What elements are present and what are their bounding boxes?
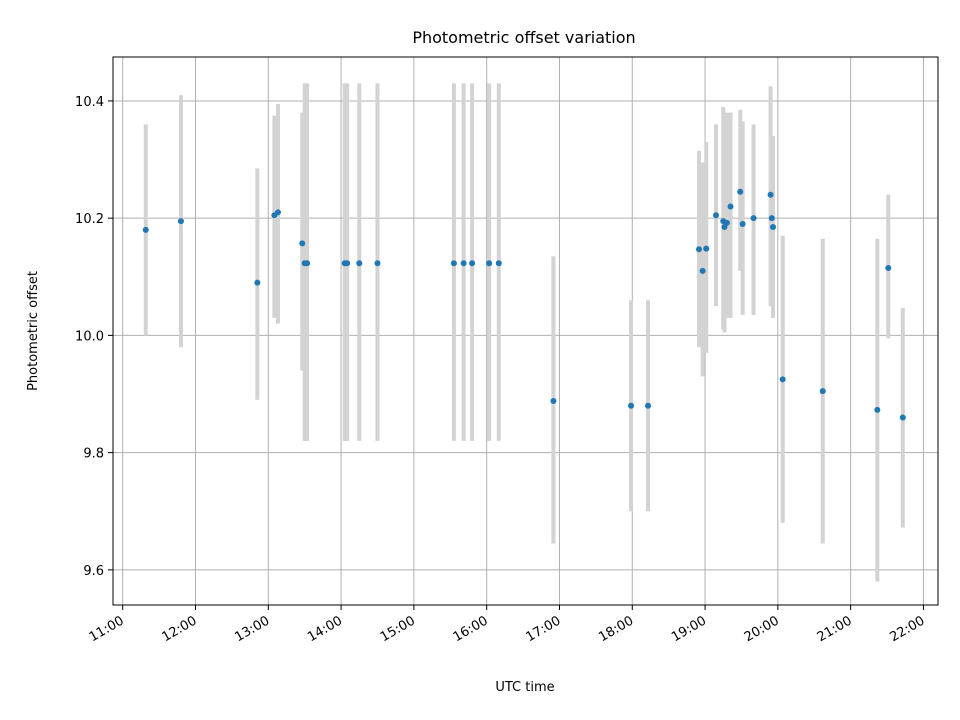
x-tick-label: 16:00 [451, 613, 491, 645]
data-point [885, 264, 892, 271]
x-tick-label: 18:00 [596, 613, 636, 645]
data-point [727, 203, 734, 210]
x-tick-label: 17:00 [524, 613, 564, 645]
data-point [899, 414, 906, 421]
data-point [819, 388, 826, 395]
data-point [254, 279, 261, 286]
data-point [703, 245, 710, 252]
x-tick-label: 11:00 [87, 613, 127, 645]
data-point [767, 191, 774, 198]
data-point [779, 376, 786, 383]
data-point [460, 260, 467, 267]
y-tick-label: 10.2 [75, 212, 104, 227]
grid-lines [113, 57, 938, 605]
data-point [739, 221, 746, 228]
y-tick-label: 10.0 [75, 329, 104, 344]
x-tick-label: 21:00 [815, 613, 855, 645]
data-point [344, 260, 351, 267]
data-point [177, 218, 184, 225]
y-axis-label: Photometric offset [26, 271, 41, 391]
data-point [374, 260, 381, 267]
x-tick-label: 19:00 [669, 613, 709, 645]
data-point [495, 260, 502, 267]
data-point [770, 223, 776, 230]
x-axis-ticks: 11:00 12:00 13:00 14:00 15:00 16:00 17:00 18:00… [87, 605, 927, 645]
data-point [275, 209, 281, 216]
x-tick-label: 22:00 [887, 613, 927, 645]
y-tick-label: 10.4 [75, 95, 104, 110]
data-point [486, 260, 493, 267]
data-point [699, 267, 706, 274]
data-point [750, 215, 757, 222]
data-point [550, 398, 557, 405]
chart-title: Photometric offset variation [412, 28, 635, 47]
error-bars [143, 83, 905, 582]
data-point [450, 260, 457, 267]
x-tick-label: 12:00 [160, 613, 200, 645]
data-point [299, 240, 306, 247]
y-axis-ticks: 9.6 9.8 10.0 10.2 10.4 [75, 95, 113, 579]
x-tick-label: 20:00 [742, 613, 782, 645]
data-point [142, 226, 149, 233]
x-tick-label: 14:00 [305, 613, 345, 645]
data-point [723, 219, 730, 226]
plot-frame [112, 56, 939, 606]
x-tick-label: 13:00 [232, 613, 272, 645]
data-point [712, 212, 719, 219]
data-points [142, 188, 906, 421]
x-axis-label: UTC time [495, 680, 554, 695]
data-point [356, 260, 363, 267]
data-point [695, 246, 702, 253]
y-tick-label: 9.8 [83, 447, 104, 462]
y-tick-label: 9.6 [83, 564, 104, 579]
data-point [469, 260, 476, 267]
data-point [645, 402, 652, 409]
data-point [304, 260, 311, 267]
data-point [768, 215, 775, 222]
x-tick-label: 15:00 [378, 613, 418, 645]
data-point [874, 406, 881, 413]
data-point [737, 188, 744, 195]
data-point [628, 402, 635, 409]
